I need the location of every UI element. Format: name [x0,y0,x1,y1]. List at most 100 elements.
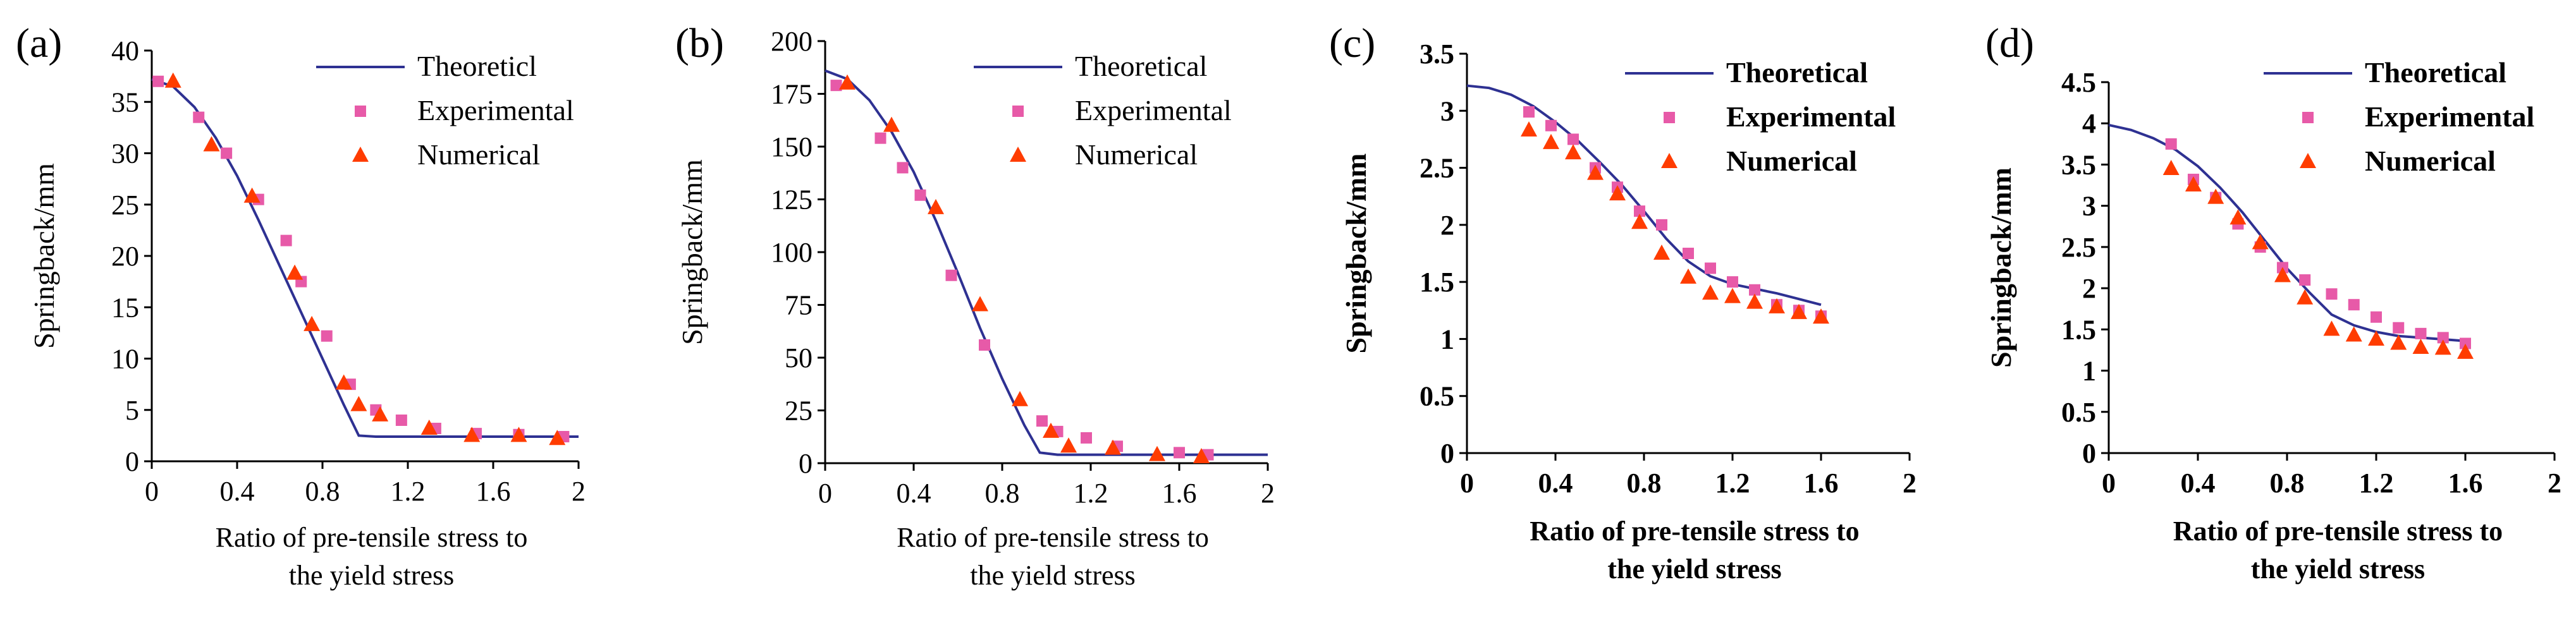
experimental-point [2437,332,2449,344]
numerical-point [2185,176,2202,192]
experimental-point [945,269,957,281]
x-tick-label: 1.6 [1162,478,1197,509]
x-tick-label: 0.4 [2181,468,2216,499]
x-tick-label: 0 [1460,468,1474,499]
x-axis-label: Ratio of pre-tensile stress to [897,522,1209,553]
legend-label: Numerical [1075,138,1198,171]
legend-label: Experimental [2365,100,2534,133]
y-tick-label: 0.5 [1420,381,1454,412]
x-tick-label: 2 [572,476,586,507]
legend: Theoretical Experimental Numerical [2264,56,2534,177]
chart-panel-4: (d) 0 0.5 1 1.5 2 2.5 3 3.5 4 4.5 0 0.4 0.8 1.2 1.6 2 Rat… [1985,20,2561,585]
experimental-point [2460,337,2471,349]
legend-label: Theoretical [1075,50,1207,82]
numerical-point [972,296,988,312]
y-tick-label: 150 [771,131,813,162]
experimental-point [1567,133,1579,145]
legend-label: Numerical [2365,145,2496,177]
y-tick-label: 15 [111,292,139,323]
x-axis-label: the yield stress [2251,554,2425,585]
experimental-point [2165,138,2177,150]
legend-label: Theoretical [1726,56,1868,88]
y-tick-label: 10 [111,344,139,375]
numerical-point [203,136,220,152]
numerical-point [1543,133,1559,149]
experimental-point [1174,447,1185,459]
experimental-point [395,415,407,426]
experimental-point [830,80,842,92]
y-tick-label: 100 [771,237,813,268]
x-tick-label: 1.2 [391,476,426,507]
numerical-point [1609,185,1626,201]
x-axis-label: the yield stress [970,560,1136,591]
numerical-point [1724,288,1741,303]
numerical-point [1769,298,1785,313]
y-tick-label: 0 [1440,438,1454,469]
numerical-point [2229,209,2247,225]
x-axis-label: the yield stress [289,560,455,591]
x-tick-label: 1.6 [476,476,511,507]
x-axis-label: Ratio of pre-tensile stress to [1530,516,1859,547]
numerical-point [1060,437,1077,453]
y-tick-label: 1 [2082,356,2096,387]
y-tick-label: 175 [771,79,813,110]
numerical-point [2162,159,2180,175]
y-tick-label: 30 [111,138,139,169]
y-tick-label: 5 [125,395,139,426]
experimental-point [2371,311,2382,323]
numerical-point [463,427,481,442]
y-tick-label: 3 [2082,191,2096,222]
numerical-point [1791,303,1807,319]
y-tick-label: 2.5 [1420,153,1454,184]
chart-panel-1: (a) 0 5 10 15 20 25 30 35 40 0 0.4 0.8 1.2 1.6 2 Ratio o… [16,20,586,591]
y-tick-label: 1 [1440,324,1454,354]
legend-label: Experimental [1726,100,1896,133]
experimental-point [280,234,292,246]
legend-label: Theoretical [2365,56,2506,88]
legend: Theoretical Experimental Numerical [1625,56,1896,177]
numerical-point [372,406,389,421]
y-tick-label: 25 [111,190,139,221]
numerical-point [1631,214,1648,229]
numerical-point [1105,439,1121,455]
legend-triangle-swatch [1661,153,1677,168]
y-tick-label: 75 [785,290,813,321]
y-tick-label: 3.5 [2061,149,2096,180]
x-tick-label: 0.8 [2270,468,2305,499]
legend: Theoretical Experimental Numerical [974,50,1232,171]
chart-panel-3: (c) 0 0.5 1 1.5 2 2.5 3 3.5 0 0.4 0.8 1.2 1.6 2 Ratio o… [1329,20,1917,585]
numerical-point [2207,188,2224,204]
numerical-point [1813,308,1829,324]
numerical-point [2297,289,2314,305]
x-tick-label: 2 [1261,478,1275,509]
experimental-point [1683,248,1694,259]
x-tick-label: 0.4 [1538,468,1573,499]
legend-square-swatch [1664,112,1675,123]
numerical-point [335,374,352,390]
x-tick-label: 0 [145,476,159,507]
experimental-point [1036,415,1048,427]
x-tick-label: 0.8 [985,478,1020,509]
panel-label: (a) [16,20,62,66]
x-tick-label: 0.8 [305,476,340,507]
experimental-point [321,330,333,342]
numerical-point [839,74,856,90]
numerical-point [1565,144,1581,160]
experimental-point [2348,299,2360,311]
panel-label: (c) [1329,20,1375,66]
numerical-point [1653,245,1670,260]
numerical-point [883,116,900,132]
y-tick-label: 1.5 [1420,267,1454,298]
theoretical-line [825,69,1268,456]
y-tick-label: 3.5 [1420,39,1454,70]
x-tick-label: 0 [818,478,832,509]
numerical-point [2434,339,2451,355]
y-tick-label: 25 [785,396,813,427]
experimental-point [1545,119,1557,131]
y-tick-label: 4.5 [2061,67,2096,98]
y-tick-label: 0 [125,446,139,477]
experimental-point [979,339,990,351]
numerical-point [350,396,367,411]
numerical-point [928,198,944,214]
